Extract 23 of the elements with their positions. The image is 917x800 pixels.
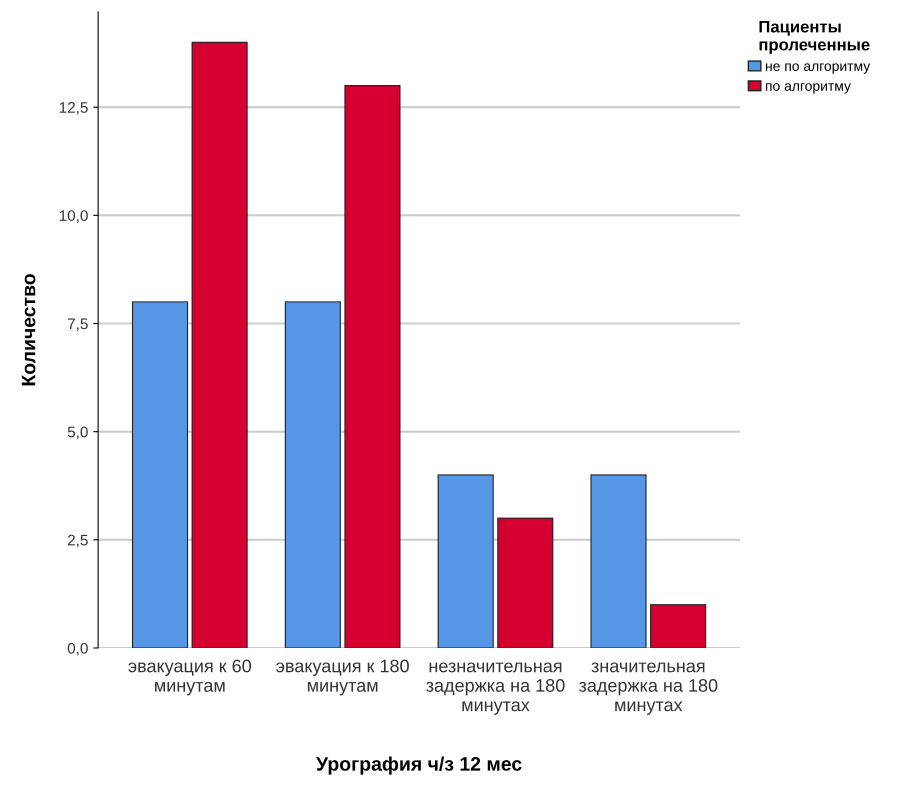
y-tick-label: 2,5: [68, 534, 88, 548]
x-tick-label: незначительная задержка на 180 минутах: [426, 662, 565, 715]
legend-title: Пациенты пролеченные: [759, 20, 870, 54]
bar: [590, 474, 647, 648]
y-tick-label: 10,0: [60, 210, 88, 223]
y-tick-label: 12,5: [60, 102, 88, 115]
y-tick-label: 0,0: [68, 642, 88, 656]
bar: [192, 42, 248, 648]
x-tick-label: эвакуация к 60 минутам: [128, 660, 252, 696]
bar: [497, 518, 554, 648]
bar: [650, 604, 706, 648]
bar: [438, 474, 494, 648]
bar: [284, 301, 341, 648]
y-tick-label: 5,0: [68, 426, 88, 440]
bar: [344, 84, 401, 648]
y-tick-label: 7,5: [68, 318, 88, 331]
legend-label: по алгоритму: [766, 83, 851, 94]
y-axis-title: Количество: [22, 274, 36, 386]
bar: [132, 301, 188, 648]
x-tick-label: эвакуация к 180 минутам: [276, 660, 409, 696]
x-tick-label: значительная задержка на 180 минутах: [578, 662, 718, 715]
legend-label: не по алгоритму: [766, 63, 870, 74]
x-axis-title: Урография ч/з 12 мес: [316, 756, 522, 775]
